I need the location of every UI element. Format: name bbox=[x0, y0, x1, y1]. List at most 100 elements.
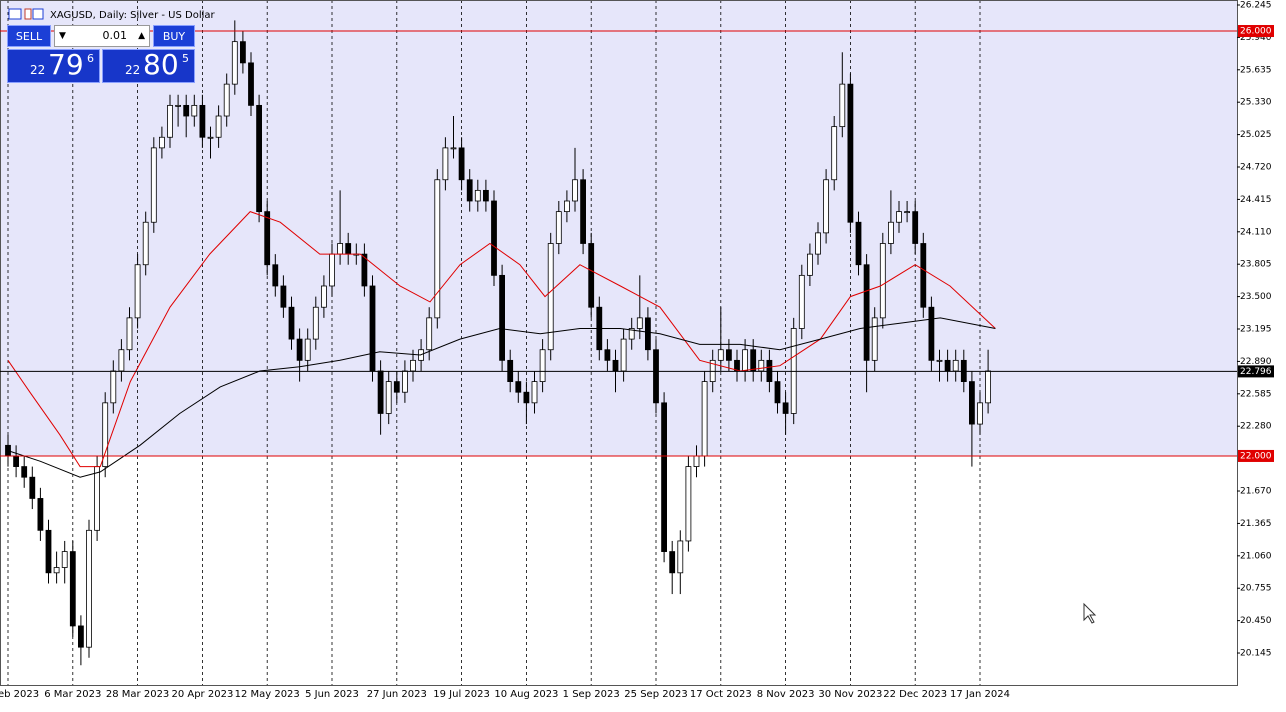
x-tick-label: 1 Sep 2023 bbox=[563, 689, 620, 700]
candle-body bbox=[142, 221, 149, 266]
y-tick-label: 25.635 bbox=[1240, 65, 1272, 75]
candle-body bbox=[831, 126, 838, 181]
x-tick-label: 5 Jun 2023 bbox=[305, 689, 359, 700]
candle-body bbox=[936, 359, 943, 362]
candle-body bbox=[823, 179, 829, 234]
candle-body bbox=[53, 567, 60, 574]
candle-body bbox=[256, 104, 263, 213]
ask-price[interactable]: 22 80 5 bbox=[102, 48, 195, 83]
bid-price[interactable]: 22 79 6 bbox=[7, 48, 100, 83]
candle-body bbox=[175, 104, 182, 107]
candle-body bbox=[320, 285, 327, 308]
x-tick-label: 27 Jun 2023 bbox=[367, 689, 427, 700]
trade-panel: SELL ▼ 0.01 ▲ BUY 22 79 6 22 80 5 bbox=[7, 25, 195, 83]
lot-input[interactable]: ▼ 0.01 ▲ bbox=[54, 25, 150, 47]
candle-body bbox=[158, 136, 165, 149]
candle-body bbox=[288, 306, 295, 340]
candle-body bbox=[191, 104, 198, 117]
y-tick-label: 24.720 bbox=[1240, 163, 1272, 173]
candle-body bbox=[458, 147, 465, 181]
candle-body bbox=[102, 402, 109, 467]
level-label: 22.796 bbox=[1240, 367, 1272, 377]
bid-pips: 79 bbox=[48, 48, 84, 81]
x-tick-label: 22 Dec 2023 bbox=[883, 689, 947, 700]
candle-body bbox=[612, 359, 619, 372]
candle-body bbox=[863, 264, 870, 361]
candle-body bbox=[499, 274, 506, 361]
candle-body bbox=[555, 211, 562, 244]
candle-body bbox=[620, 338, 627, 372]
candle-body bbox=[329, 253, 335, 287]
candle-body bbox=[628, 328, 635, 340]
candle-body bbox=[393, 381, 400, 393]
candle-body bbox=[450, 147, 457, 150]
x-tick-label: 8 Nov 2023 bbox=[757, 689, 815, 700]
buy-button[interactable]: BUY bbox=[153, 25, 195, 47]
y-tick-label: 25.025 bbox=[1240, 130, 1272, 140]
candle-body bbox=[491, 200, 497, 276]
candle-body bbox=[466, 179, 473, 202]
candle-body bbox=[118, 349, 125, 372]
candle-body bbox=[239, 41, 246, 64]
level-label-box bbox=[1238, 25, 1274, 38]
y-tick-label: 26.245 bbox=[1240, 0, 1272, 10]
candle-body bbox=[296, 338, 303, 361]
candle-body bbox=[985, 370, 991, 404]
level-label-box bbox=[1238, 449, 1274, 462]
x-tick-label: 10 Feb 2023 bbox=[0, 689, 39, 700]
candle-body bbox=[482, 189, 489, 202]
lot-up[interactable]: ▲ bbox=[138, 31, 145, 41]
y-tick-label: 20.450 bbox=[1240, 616, 1272, 626]
candle-body bbox=[61, 551, 68, 568]
x-tick-label: 10 Aug 2023 bbox=[494, 689, 558, 700]
candle-body bbox=[515, 381, 522, 393]
candle-body bbox=[920, 243, 927, 308]
moving-average bbox=[7, 211, 996, 468]
candle-body bbox=[969, 381, 975, 425]
y-tick-label: 25.940 bbox=[1240, 33, 1272, 43]
x-tick-label: 19 Jul 2023 bbox=[433, 689, 490, 700]
candle-body bbox=[223, 83, 230, 117]
y-tick-label: 24.415 bbox=[1240, 195, 1272, 205]
x-tick-label: 20 Apr 2023 bbox=[171, 689, 233, 700]
candle-body bbox=[531, 381, 538, 404]
x-tick-label: 6 Mar 2023 bbox=[44, 689, 101, 700]
candle-body bbox=[231, 41, 238, 85]
candle-body bbox=[110, 370, 117, 404]
candle-body bbox=[167, 104, 173, 138]
level-label: 26.000 bbox=[1240, 27, 1272, 37]
candle-body bbox=[21, 466, 28, 478]
candle-body bbox=[272, 264, 279, 287]
candle-body bbox=[742, 349, 748, 372]
candle-body bbox=[523, 391, 530, 404]
candle-body bbox=[126, 317, 133, 351]
candle-body bbox=[669, 551, 676, 574]
candle-body bbox=[304, 338, 311, 361]
candle-body bbox=[401, 370, 408, 393]
x-tick-label: 17 Jan 2024 bbox=[950, 689, 1010, 700]
candle-body bbox=[94, 466, 100, 531]
shaded-zone bbox=[1, 1, 1237, 456]
plot-border bbox=[0, 0, 1238, 686]
candle-body bbox=[904, 211, 910, 214]
title-icons bbox=[8, 8, 44, 20]
candle-body bbox=[588, 243, 595, 308]
candle-body bbox=[726, 349, 732, 361]
candle-body bbox=[944, 359, 951, 372]
lot-down[interactable]: ▼ bbox=[59, 31, 66, 41]
x-tick-label: 28 Mar 2023 bbox=[106, 689, 169, 700]
sell-button[interactable]: SELL bbox=[7, 25, 51, 47]
candle-body bbox=[442, 147, 449, 181]
candle-body bbox=[547, 243, 554, 351]
y-tick-label: 23.500 bbox=[1240, 292, 1272, 302]
candle-body bbox=[896, 211, 902, 223]
candle-body bbox=[37, 498, 44, 531]
x-tick-label: 17 Oct 2023 bbox=[690, 689, 752, 700]
candle-body bbox=[474, 189, 481, 202]
candle-body bbox=[661, 402, 667, 552]
y-tick-label: 22.280 bbox=[1240, 422, 1272, 432]
candle-body bbox=[580, 179, 586, 244]
candle-body bbox=[750, 349, 757, 372]
